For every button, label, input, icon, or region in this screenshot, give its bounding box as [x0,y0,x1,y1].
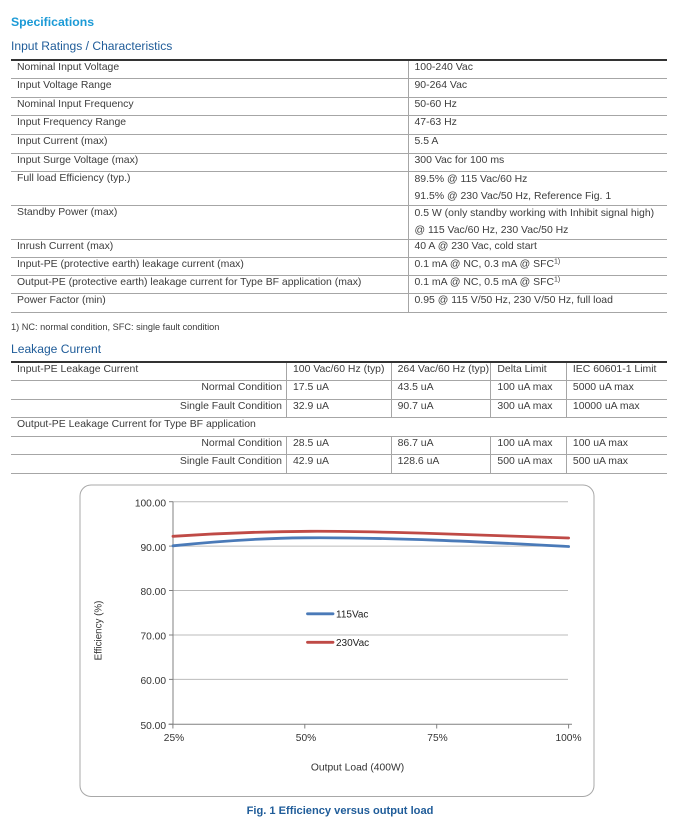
svg-text:60.00: 60.00 [141,676,167,687]
svg-text:100.00: 100.00 [135,498,166,509]
svg-text:90.00: 90.00 [141,543,167,554]
svg-text:75%: 75% [427,733,447,744]
svg-text:Output Load (400W): Output Load (400W) [311,762,404,773]
svg-text:100%: 100% [555,733,581,744]
svg-text:25%: 25% [164,733,184,744]
svg-text:50%: 50% [296,733,316,744]
svg-text:50.00: 50.00 [141,721,167,732]
svg-text:115Vac: 115Vac [336,610,368,621]
svg-text:80.00: 80.00 [141,587,167,598]
svg-text:Efficiency (%): Efficiency (%) [94,601,105,661]
svg-text:230Vac: 230Vac [336,638,369,649]
svg-text:70.00: 70.00 [141,632,167,643]
